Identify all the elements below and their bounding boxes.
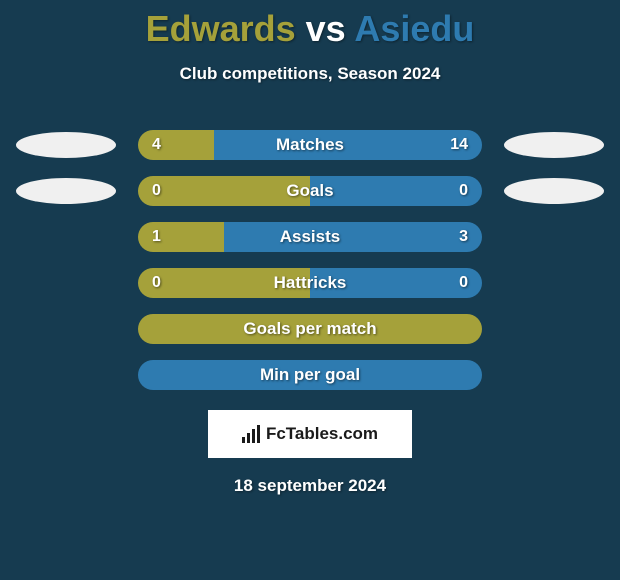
oval-spacer [504, 270, 604, 296]
stat-bar: 00Hattricks [138, 268, 482, 298]
stat-bar: 13Assists [138, 222, 482, 252]
player-oval-left [16, 178, 116, 204]
stat-row: 13Assists [0, 214, 620, 260]
stat-row: 00Goals [0, 168, 620, 214]
stat-bar: Goals per match [138, 314, 482, 344]
title-left: Edwards [146, 8, 296, 49]
stat-row: 00Hattricks [0, 260, 620, 306]
stat-label: Hattricks [138, 268, 482, 298]
player-oval-right [504, 132, 604, 158]
subtitle: Club competitions, Season 2024 [0, 64, 620, 84]
stat-label: Assists [138, 222, 482, 252]
oval-spacer [504, 362, 604, 388]
bar-chart-icon [242, 425, 260, 443]
stat-bar: 00Goals [138, 176, 482, 206]
stats-container: 414Matches 00Goals 13Assists 00Hattricks Goa… [0, 122, 620, 398]
oval-spacer [504, 224, 604, 250]
stat-row: Goals per match [0, 306, 620, 352]
brand-text: FcTables.com [266, 424, 378, 444]
stat-row: Min per goal [0, 352, 620, 398]
brand-badge: FcTables.com [208, 410, 412, 458]
stat-label: Goals per match [138, 314, 482, 344]
date-label: 18 september 2024 [0, 476, 620, 496]
title-right: Asiedu [354, 8, 474, 49]
stat-label: Matches [138, 130, 482, 160]
oval-spacer [16, 224, 116, 250]
stat-row: 414Matches [0, 122, 620, 168]
page-title: Edwards vs Asiedu [0, 0, 620, 50]
oval-spacer [16, 362, 116, 388]
stat-label: Goals [138, 176, 482, 206]
stat-bar: Min per goal [138, 360, 482, 390]
oval-spacer [16, 316, 116, 342]
stat-bar: 414Matches [138, 130, 482, 160]
stat-label: Min per goal [138, 360, 482, 390]
oval-spacer [504, 316, 604, 342]
player-oval-left [16, 132, 116, 158]
title-vs: vs [306, 8, 346, 49]
player-oval-right [504, 178, 604, 204]
oval-spacer [16, 270, 116, 296]
